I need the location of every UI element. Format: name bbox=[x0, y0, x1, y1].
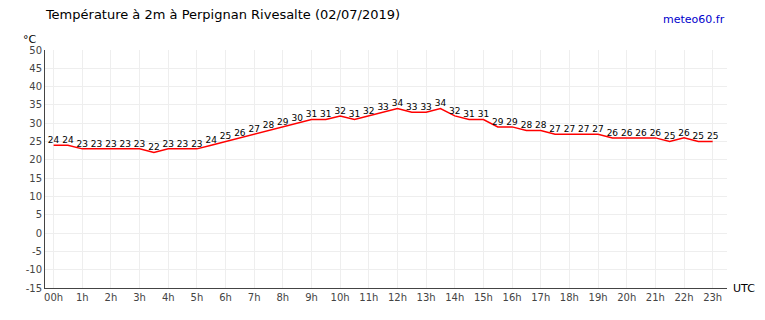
svg-text:28: 28 bbox=[521, 120, 533, 130]
svg-text:°C: °C bbox=[23, 33, 37, 46]
svg-text:27: 27 bbox=[549, 124, 560, 134]
svg-text:5: 5 bbox=[36, 209, 42, 220]
svg-text:31: 31 bbox=[463, 109, 474, 119]
svg-text:25: 25 bbox=[29, 136, 42, 147]
svg-text:32: 32 bbox=[363, 106, 374, 116]
svg-text:-10: -10 bbox=[26, 264, 42, 275]
svg-text:-15: -15 bbox=[26, 283, 42, 294]
svg-text:29: 29 bbox=[506, 117, 518, 127]
svg-text:32: 32 bbox=[449, 106, 460, 116]
svg-text:23: 23 bbox=[91, 139, 102, 149]
svg-text:28: 28 bbox=[263, 120, 275, 130]
svg-text:9h: 9h bbox=[305, 292, 318, 303]
svg-text:18h: 18h bbox=[560, 292, 579, 303]
svg-text:10: 10 bbox=[29, 191, 42, 202]
svg-text:19h: 19h bbox=[589, 292, 608, 303]
svg-text:17h: 17h bbox=[531, 292, 550, 303]
svg-text:26: 26 bbox=[621, 128, 633, 138]
svg-text:27: 27 bbox=[248, 124, 259, 134]
svg-text:50: 50 bbox=[29, 45, 42, 56]
svg-text:15h: 15h bbox=[474, 292, 493, 303]
svg-text:00h: 00h bbox=[44, 292, 63, 303]
svg-text:25: 25 bbox=[693, 131, 704, 141]
svg-text:23: 23 bbox=[191, 139, 202, 149]
svg-text:22h: 22h bbox=[674, 292, 693, 303]
svg-text:23: 23 bbox=[134, 139, 145, 149]
svg-text:33: 33 bbox=[377, 102, 388, 112]
svg-text:26: 26 bbox=[234, 128, 246, 138]
svg-text:23: 23 bbox=[105, 139, 116, 149]
svg-text:33: 33 bbox=[420, 102, 431, 112]
svg-text:1h: 1h bbox=[76, 292, 89, 303]
svg-text:30: 30 bbox=[29, 118, 42, 129]
svg-text:11h: 11h bbox=[359, 292, 378, 303]
svg-text:8h: 8h bbox=[276, 292, 289, 303]
svg-text:31: 31 bbox=[306, 109, 317, 119]
svg-text:UTC: UTC bbox=[733, 282, 755, 295]
svg-text:25: 25 bbox=[220, 131, 231, 141]
svg-text:Température à 2m à Perpignan R: Température à 2m à Perpignan Rivesalte (… bbox=[45, 7, 400, 22]
svg-text:24: 24 bbox=[205, 135, 217, 145]
svg-text:2h: 2h bbox=[105, 292, 118, 303]
svg-text:34: 34 bbox=[435, 98, 447, 108]
svg-text:4h: 4h bbox=[162, 292, 175, 303]
svg-text:26: 26 bbox=[650, 128, 662, 138]
svg-text:-5: -5 bbox=[32, 246, 42, 257]
svg-text:20: 20 bbox=[29, 154, 42, 165]
svg-text:15: 15 bbox=[29, 173, 42, 184]
svg-text:23: 23 bbox=[120, 139, 131, 149]
svg-text:22: 22 bbox=[148, 142, 159, 152]
svg-text:12h: 12h bbox=[388, 292, 407, 303]
svg-text:27: 27 bbox=[578, 124, 589, 134]
svg-text:26: 26 bbox=[635, 128, 647, 138]
svg-text:33: 33 bbox=[406, 102, 417, 112]
svg-text:34: 34 bbox=[392, 98, 404, 108]
svg-text:24: 24 bbox=[48, 135, 60, 145]
svg-text:27: 27 bbox=[564, 124, 575, 134]
svg-text:35: 35 bbox=[29, 99, 42, 110]
svg-text:13h: 13h bbox=[417, 292, 436, 303]
svg-text:29: 29 bbox=[277, 117, 289, 127]
svg-text:26: 26 bbox=[607, 128, 619, 138]
svg-text:14h: 14h bbox=[445, 292, 464, 303]
svg-text:23h: 23h bbox=[703, 292, 722, 303]
svg-text:0: 0 bbox=[36, 228, 42, 239]
svg-text:29: 29 bbox=[492, 117, 504, 127]
svg-text:24: 24 bbox=[62, 135, 74, 145]
svg-text:45: 45 bbox=[29, 63, 42, 74]
svg-text:6h: 6h bbox=[219, 292, 232, 303]
svg-text:23: 23 bbox=[162, 139, 173, 149]
svg-text:3h: 3h bbox=[133, 292, 146, 303]
svg-text:31: 31 bbox=[320, 109, 331, 119]
svg-text:40: 40 bbox=[29, 81, 42, 92]
svg-text:23: 23 bbox=[177, 139, 188, 149]
svg-text:16h: 16h bbox=[503, 292, 522, 303]
svg-text:23: 23 bbox=[77, 139, 88, 149]
svg-text:5h: 5h bbox=[191, 292, 204, 303]
svg-text:27: 27 bbox=[592, 124, 603, 134]
svg-text:31: 31 bbox=[349, 109, 360, 119]
svg-text:20h: 20h bbox=[617, 292, 636, 303]
svg-text:10h: 10h bbox=[331, 292, 350, 303]
svg-text:25: 25 bbox=[707, 131, 718, 141]
svg-text:32: 32 bbox=[334, 106, 345, 116]
svg-text:meteo60.fr: meteo60.fr bbox=[663, 13, 725, 26]
svg-text:30: 30 bbox=[291, 113, 303, 123]
svg-text:25: 25 bbox=[664, 131, 675, 141]
svg-text:31: 31 bbox=[478, 109, 489, 119]
svg-text:21h: 21h bbox=[646, 292, 665, 303]
svg-text:7h: 7h bbox=[248, 292, 261, 303]
svg-text:28: 28 bbox=[535, 120, 547, 130]
svg-text:26: 26 bbox=[678, 128, 690, 138]
